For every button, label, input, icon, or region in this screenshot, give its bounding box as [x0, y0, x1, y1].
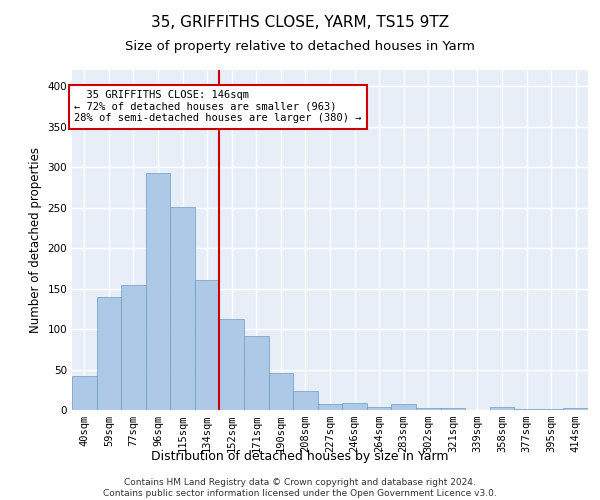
- Text: 35, GRIFFITHS CLOSE, YARM, TS15 9TZ: 35, GRIFFITHS CLOSE, YARM, TS15 9TZ: [151, 15, 449, 30]
- Bar: [244, 336, 269, 410]
- Bar: [146, 173, 170, 410]
- Text: Size of property relative to detached houses in Yarm: Size of property relative to detached ho…: [125, 40, 475, 53]
- Bar: [293, 392, 318, 410]
- Text: Contains HM Land Registry data © Crown copyright and database right 2024.
Contai: Contains HM Land Registry data © Crown c…: [103, 478, 497, 498]
- Bar: [342, 402, 367, 410]
- Bar: [440, 408, 465, 410]
- Bar: [170, 207, 195, 410]
- Bar: [269, 373, 293, 410]
- Bar: [72, 376, 97, 410]
- Y-axis label: Number of detached properties: Number of detached properties: [29, 147, 42, 333]
- Bar: [367, 407, 391, 410]
- Bar: [121, 284, 146, 410]
- Text: Distribution of detached houses by size in Yarm: Distribution of detached houses by size …: [151, 450, 449, 463]
- Text: 35 GRIFFITHS CLOSE: 146sqm
← 72% of detached houses are smaller (963)
28% of sem: 35 GRIFFITHS CLOSE: 146sqm ← 72% of deta…: [74, 90, 362, 124]
- Bar: [318, 404, 342, 410]
- Bar: [490, 407, 514, 410]
- Bar: [195, 280, 220, 410]
- Bar: [416, 408, 440, 410]
- Bar: [97, 296, 121, 410]
- Bar: [563, 408, 588, 410]
- Bar: [514, 409, 539, 410]
- Bar: [391, 404, 416, 410]
- Bar: [220, 320, 244, 410]
- Bar: [539, 409, 563, 410]
